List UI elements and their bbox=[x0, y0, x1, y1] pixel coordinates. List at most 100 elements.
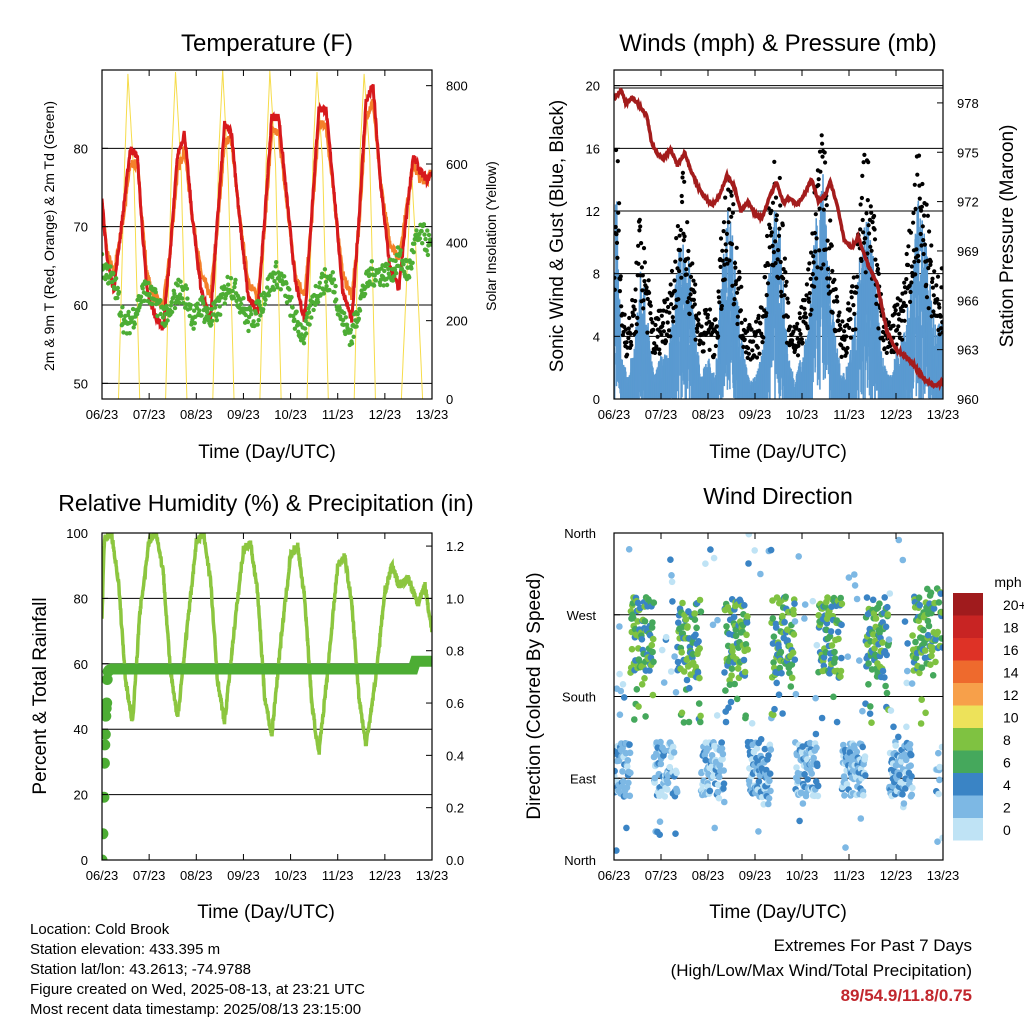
wind-direction-point bbox=[765, 800, 772, 808]
gust-point bbox=[845, 322, 850, 328]
wind-direction-point bbox=[801, 771, 808, 778]
y-tick-label: 100 bbox=[66, 526, 88, 541]
dewpoint-point bbox=[121, 330, 126, 335]
gust-point bbox=[865, 251, 870, 256]
dewpoint-point bbox=[306, 310, 312, 315]
gust-point bbox=[896, 324, 901, 329]
dewpoint-point bbox=[257, 303, 262, 308]
wind-direction-point bbox=[872, 615, 880, 622]
wind-direction-point bbox=[883, 689, 891, 697]
gust-point bbox=[738, 308, 744, 313]
dewpoint-point bbox=[241, 296, 246, 301]
wind-direction-point bbox=[709, 621, 717, 629]
speed-legend-swatch bbox=[953, 728, 983, 751]
dewpoint-point bbox=[331, 277, 337, 282]
wind-direction-point bbox=[669, 598, 676, 605]
dewpoint-point bbox=[192, 308, 197, 313]
gust-point bbox=[764, 311, 769, 316]
gust-point bbox=[924, 282, 929, 287]
gust-point bbox=[712, 352, 717, 358]
wind-direction-point bbox=[669, 743, 677, 751]
gust-point bbox=[676, 297, 681, 302]
gust-point bbox=[821, 262, 826, 267]
y-tick-label-right: 600 bbox=[446, 157, 468, 172]
wind-direction-point bbox=[778, 669, 785, 677]
wind-direction-point bbox=[906, 741, 914, 748]
gust-point bbox=[746, 346, 751, 351]
x-tick-label: 10/23 bbox=[274, 868, 307, 883]
dewpoint-point bbox=[165, 318, 170, 323]
wind-direction-point bbox=[788, 674, 796, 682]
extremes-title: Extremes For Past 7 Days bbox=[773, 936, 972, 955]
dewpoint-point bbox=[169, 309, 175, 315]
dewpoint-point bbox=[232, 284, 237, 290]
gust-point bbox=[650, 320, 655, 325]
gust-point bbox=[662, 300, 667, 305]
wind-direction-point bbox=[892, 742, 899, 749]
y-tick-label-right: 975 bbox=[957, 145, 979, 160]
wind-direction-point bbox=[626, 741, 633, 748]
y-tick-label: 16 bbox=[586, 141, 600, 156]
wind-direction-point bbox=[791, 600, 798, 607]
wind-direction-point bbox=[616, 711, 624, 718]
dewpoint-point bbox=[140, 286, 145, 291]
wind-direction-point bbox=[734, 665, 742, 672]
dewpoint-point bbox=[108, 264, 113, 269]
wind-direction-point bbox=[718, 745, 726, 752]
gust-point bbox=[773, 239, 778, 244]
wind-direction-point bbox=[678, 709, 686, 717]
wind-direction-point bbox=[908, 680, 916, 687]
gust-point bbox=[720, 248, 725, 253]
wind-direction-point bbox=[808, 770, 815, 777]
dewpoint-point bbox=[188, 302, 193, 308]
wind-direction-point bbox=[707, 546, 714, 553]
gust-point bbox=[661, 321, 666, 326]
dewpoint-point bbox=[256, 317, 261, 323]
gust-point bbox=[851, 303, 856, 308]
gust-point bbox=[614, 240, 620, 245]
gust-point bbox=[766, 262, 771, 268]
dewpoint-point bbox=[294, 309, 299, 314]
dewpoint-point bbox=[226, 282, 231, 287]
wind-direction-point bbox=[859, 743, 866, 751]
dewpoint-point bbox=[420, 241, 425, 246]
wind-direction-points bbox=[614, 533, 943, 854]
gust-point bbox=[769, 208, 774, 213]
wind-direction-point bbox=[851, 582, 859, 589]
gust-point bbox=[778, 259, 783, 265]
wind-direction-point bbox=[742, 641, 750, 648]
gust-point bbox=[804, 293, 809, 298]
wind-direction-point bbox=[666, 763, 674, 771]
dewpoint-point bbox=[228, 276, 234, 281]
dewpoint-point bbox=[171, 295, 176, 300]
x-tick-label: 10/23 bbox=[786, 407, 819, 422]
wind-direction-point bbox=[664, 786, 671, 793]
info-latlon: Station lat/lon: 43.2613; -74.9788 bbox=[30, 961, 252, 978]
wind-direction-point bbox=[938, 635, 943, 642]
gust-point bbox=[837, 310, 842, 315]
dewpoint-point bbox=[272, 271, 278, 276]
gust-point bbox=[614, 224, 618, 230]
y-tick-label-right: 0.2 bbox=[446, 801, 464, 816]
gust-point bbox=[677, 233, 682, 238]
gust-point bbox=[819, 266, 824, 271]
wind-direction-point bbox=[627, 769, 634, 777]
dewpoint-point bbox=[307, 322, 312, 327]
dewpoint-point bbox=[289, 295, 294, 300]
gust-point bbox=[719, 303, 725, 309]
y-tick-label: 12 bbox=[586, 204, 600, 219]
wind-direction-point bbox=[679, 599, 686, 607]
gust-point bbox=[894, 327, 900, 332]
dewpoint-points bbox=[102, 222, 432, 348]
precip-points bbox=[102, 664, 115, 860]
gust-point bbox=[685, 299, 690, 305]
gust-point bbox=[803, 315, 809, 320]
y-tick-label-right: 0.4 bbox=[446, 748, 464, 763]
gust-point bbox=[906, 244, 911, 249]
gust-point bbox=[732, 297, 737, 302]
wind-direction-point bbox=[827, 628, 835, 635]
gust-point bbox=[799, 337, 804, 342]
dewpoint-point bbox=[205, 306, 210, 311]
wind-direction-point bbox=[733, 695, 741, 703]
gust-point bbox=[911, 210, 916, 216]
